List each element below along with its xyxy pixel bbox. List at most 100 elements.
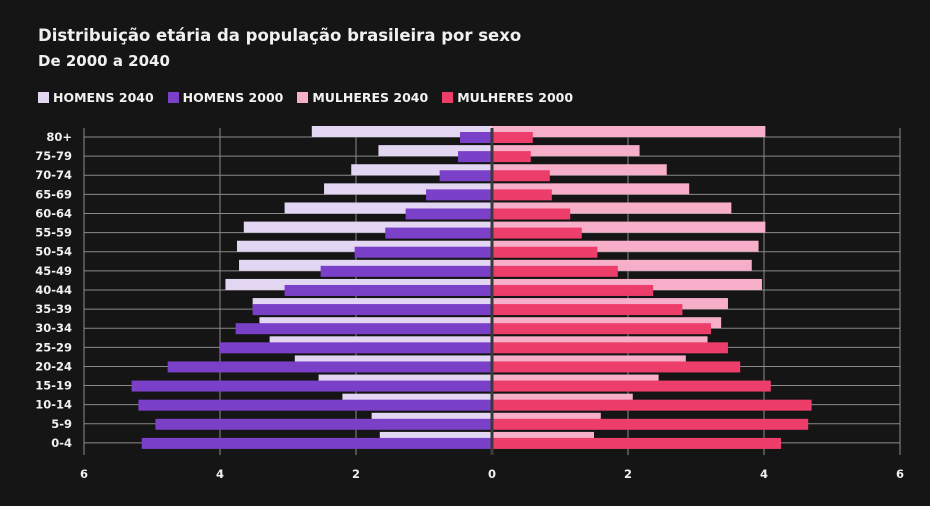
bar-mulheres-2000	[492, 399, 812, 411]
category-label: 60-64	[35, 206, 72, 220]
bar-mulheres-2040	[492, 164, 667, 176]
bar-homens-2000	[252, 304, 492, 316]
bar-homens-2040	[311, 126, 492, 137]
category-label: 70-74	[35, 168, 72, 182]
bar-homens-2000	[167, 361, 492, 373]
bar-mulheres-2000	[492, 132, 533, 143]
bar-homens-2000	[155, 418, 492, 430]
bar-mulheres-2000	[492, 227, 582, 239]
bar-mulheres-2040	[492, 202, 732, 214]
bar-homens-2000	[405, 208, 492, 220]
bar-homens-2040	[351, 164, 492, 176]
bar-homens-2040	[284, 202, 492, 214]
bar-homens-2040	[269, 336, 492, 348]
x-tick-label: 0	[488, 467, 496, 481]
bar-homens-2000	[458, 151, 492, 163]
legend-item-homens-2040: HOMENS 2040	[38, 90, 154, 105]
x-tick-label: 2	[624, 467, 632, 481]
category-label: 10-14	[35, 398, 72, 412]
bar-homens-2040	[225, 278, 492, 290]
category-label: 30-34	[35, 321, 72, 335]
bar-mulheres-2000	[492, 380, 771, 392]
bar-mulheres-2040	[492, 431, 594, 443]
bar-mulheres-2040	[492, 412, 601, 424]
bar-mulheres-2000	[492, 437, 781, 449]
category-label: 0-4	[51, 436, 72, 450]
x-tick-label: 2	[352, 467, 360, 481]
bar-mulheres-2000	[492, 418, 809, 430]
bar-homens-2000	[131, 380, 492, 392]
category-label: 40-44	[35, 283, 72, 297]
bar-mulheres-2000	[492, 151, 531, 163]
bar-homens-2040	[378, 145, 492, 157]
bar-homens-2000	[141, 437, 493, 449]
bar-homens-2000	[385, 227, 492, 239]
bar-homens-2040	[324, 183, 492, 195]
bar-mulheres-2040	[492, 374, 659, 386]
category-label: 75-79	[35, 149, 72, 163]
bar-mulheres-2040	[492, 126, 766, 137]
category-label: 80+	[46, 130, 72, 144]
bar-mulheres-2000	[492, 304, 683, 316]
bar-mulheres-2000	[492, 208, 571, 220]
bar-homens-2000	[439, 170, 492, 182]
x-tick-label: 4	[760, 467, 768, 481]
bar-mulheres-2000	[492, 265, 618, 277]
bar-homens-2040	[379, 431, 492, 443]
bar-mulheres-2000	[492, 342, 728, 354]
bar-homens-2040	[259, 317, 492, 329]
bar-mulheres-2000	[492, 284, 654, 296]
bar-homens-2000	[354, 246, 492, 258]
bar-homens-2040	[371, 412, 492, 424]
bar-homens-2040	[243, 221, 492, 233]
bar-mulheres-2000	[492, 361, 741, 373]
legend-item-mulheres-2000: MULHERES 2000	[442, 90, 573, 105]
bar-homens-2000	[284, 284, 492, 296]
x-tick-label: 6	[80, 467, 88, 481]
bar-mulheres-2040	[492, 298, 728, 310]
bar-mulheres-2040	[492, 336, 708, 348]
category-label: 45-49	[35, 264, 72, 278]
x-tick-label: 6	[896, 467, 904, 481]
bar-homens-2000	[220, 342, 492, 354]
bar-mulheres-2040	[492, 278, 762, 290]
legend-label: MULHERES 2040	[312, 90, 429, 105]
bar-homens-2040	[318, 374, 492, 386]
legend-swatch	[167, 92, 179, 103]
bar-homens-2040	[237, 240, 492, 252]
legend: HOMENS 2040 HOMENS 2000 MULHERES 2040 MU…	[38, 90, 573, 105]
legend-item-homens-2000: HOMENS 2000	[167, 90, 283, 105]
chart-title: Distribuição etária da população brasile…	[38, 26, 522, 45]
chart-subtitle: De 2000 a 2040	[38, 52, 170, 70]
category-label: 15-19	[35, 379, 72, 393]
bar-homens-2000	[320, 265, 492, 277]
bar-mulheres-2040	[492, 259, 752, 271]
bar-mulheres-2000	[492, 246, 598, 258]
legend-swatch	[38, 92, 49, 103]
category-label: 5-9	[51, 417, 72, 431]
bar-mulheres-2000	[492, 170, 550, 182]
category-label: 50-54	[35, 245, 72, 259]
bar-homens-2040	[342, 393, 492, 405]
bar-homens-2000	[426, 189, 492, 201]
category-label: 25-29	[35, 340, 72, 354]
x-tick-label: 4	[216, 467, 224, 481]
bar-mulheres-2040	[492, 355, 686, 367]
legend-swatch	[442, 92, 454, 103]
category-label: 65-69	[35, 187, 72, 201]
bar-homens-2040	[239, 259, 492, 271]
legend-swatch	[297, 92, 309, 103]
bar-homens-2000	[138, 399, 492, 411]
bar-homens-2000	[235, 323, 492, 335]
bar-mulheres-2040	[492, 221, 766, 233]
bar-homens-2040	[294, 355, 492, 367]
bar-homens-2000	[460, 132, 492, 143]
legend-label: MULHERES 2000	[457, 90, 574, 105]
category-label: 20-24	[35, 359, 72, 373]
bar-mulheres-2040	[492, 240, 759, 252]
bar-mulheres-2000	[492, 323, 711, 335]
legend-label: HOMENS 2040	[53, 90, 154, 105]
bar-mulheres-2040	[492, 145, 640, 157]
bar-mulheres-2000	[492, 189, 552, 201]
